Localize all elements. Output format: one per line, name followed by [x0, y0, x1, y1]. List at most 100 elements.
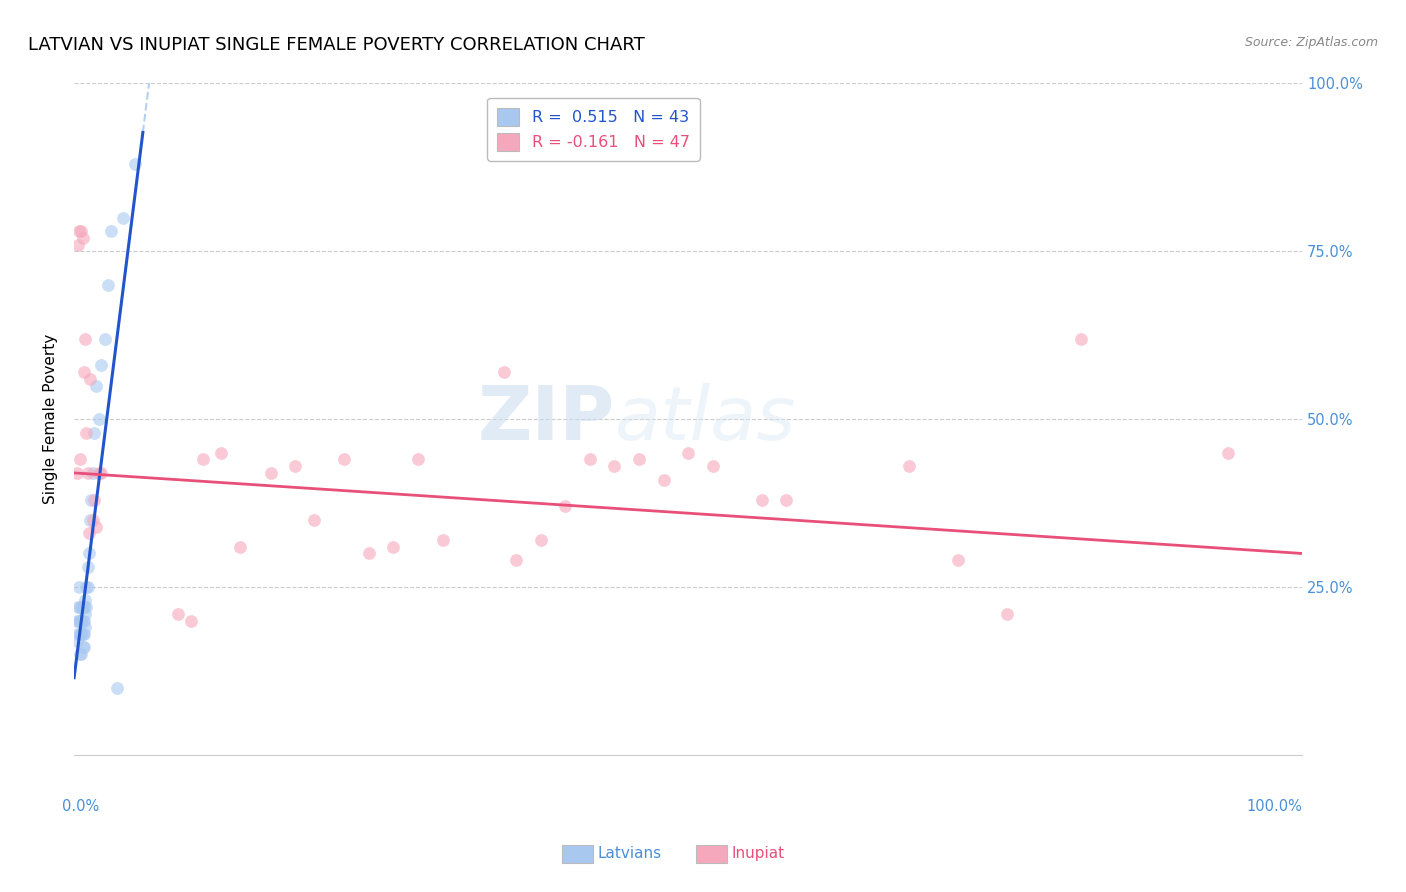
Point — [66, 237, 89, 252]
Point — [259, 466, 281, 480]
Point — [77, 526, 100, 541]
Point — [70, 224, 93, 238]
Point — [69, 647, 91, 661]
Text: atlas: atlas — [614, 384, 796, 455]
Point — [83, 425, 105, 440]
Text: Source: ZipAtlas.com: Source: ZipAtlas.com — [1244, 36, 1378, 49]
Point — [75, 425, 97, 440]
Text: LATVIAN VS INUPIAT SINGLE FEMALE POVERTY CORRELATION CHART: LATVIAN VS INUPIAT SINGLE FEMALE POVERTY… — [28, 36, 645, 54]
Point — [69, 627, 91, 641]
Point — [75, 580, 97, 594]
Point — [406, 452, 429, 467]
Point — [72, 627, 94, 641]
Point — [72, 614, 94, 628]
Point — [603, 459, 626, 474]
Point — [67, 224, 90, 238]
Point — [997, 607, 1019, 621]
Point — [124, 157, 146, 171]
Text: ZIP: ZIP — [477, 383, 614, 456]
Point — [676, 446, 699, 460]
Point — [112, 211, 135, 225]
Point — [65, 633, 87, 648]
Point — [73, 365, 96, 379]
Point — [554, 500, 576, 514]
Point — [302, 513, 325, 527]
Point — [69, 600, 91, 615]
Point — [73, 614, 96, 628]
Point — [97, 277, 120, 292]
Point — [72, 231, 94, 245]
Point — [229, 540, 252, 554]
Text: 0.0%: 0.0% — [62, 798, 98, 814]
Point — [80, 492, 103, 507]
Point — [652, 473, 675, 487]
Point — [83, 492, 105, 507]
Point — [90, 466, 112, 480]
Point — [70, 600, 93, 615]
Point — [90, 359, 112, 373]
Point — [87, 412, 110, 426]
Point — [211, 446, 233, 460]
Point — [180, 614, 202, 628]
Point — [105, 681, 128, 695]
Point — [70, 627, 93, 641]
Point — [76, 560, 98, 574]
Point — [82, 513, 104, 527]
Point — [67, 580, 90, 594]
Point — [72, 640, 94, 655]
Point — [284, 459, 307, 474]
Point — [73, 627, 96, 641]
Point — [627, 452, 650, 467]
Point — [70, 614, 93, 628]
Point — [73, 640, 96, 655]
Point — [76, 466, 98, 480]
Point — [67, 614, 90, 628]
Point — [191, 452, 214, 467]
Point — [948, 553, 970, 567]
Point — [73, 600, 96, 615]
Point — [357, 546, 380, 560]
Point — [66, 627, 89, 641]
Point — [579, 452, 602, 467]
Point — [75, 593, 97, 607]
Point — [69, 614, 91, 628]
Point — [702, 459, 724, 474]
Point — [70, 647, 93, 661]
Point — [382, 540, 405, 554]
Point — [1218, 446, 1240, 460]
Point — [898, 459, 921, 474]
Point — [84, 378, 107, 392]
Legend: R =  0.515   N = 43, R = -0.161   N = 47: R = 0.515 N = 43, R = -0.161 N = 47 — [488, 98, 700, 161]
Point — [87, 466, 110, 480]
Point — [77, 546, 100, 560]
Point — [75, 620, 97, 634]
Point — [75, 332, 97, 346]
Point — [75, 600, 97, 615]
Text: Latvians: Latvians — [598, 847, 662, 861]
Point — [505, 553, 527, 567]
Text: Inupiat: Inupiat — [731, 847, 785, 861]
Point — [167, 607, 190, 621]
Point — [65, 614, 87, 628]
Point — [530, 533, 553, 547]
Point — [76, 580, 98, 594]
Point — [69, 452, 91, 467]
Point — [82, 466, 104, 480]
Point — [432, 533, 454, 547]
Point — [79, 513, 101, 527]
Point — [84, 519, 107, 533]
Point — [65, 466, 87, 480]
Point — [66, 600, 89, 615]
Y-axis label: Single Female Poverty: Single Female Poverty — [44, 334, 58, 504]
Point — [72, 600, 94, 615]
Point — [492, 365, 515, 379]
Point — [751, 492, 773, 507]
Point — [1070, 332, 1092, 346]
Point — [775, 492, 797, 507]
Point — [100, 224, 122, 238]
Point — [94, 332, 117, 346]
Point — [75, 607, 97, 621]
Point — [333, 452, 356, 467]
Text: 100.0%: 100.0% — [1246, 798, 1302, 814]
Point — [79, 372, 101, 386]
